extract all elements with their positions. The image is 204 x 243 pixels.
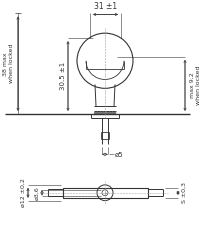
Text: ø3,6: ø3,6 bbox=[35, 186, 40, 200]
Text: 31 ±1: 31 ±1 bbox=[94, 1, 117, 10]
Bar bbox=[62, 188, 147, 198]
Text: 30.5 ±1: 30.5 ±1 bbox=[60, 62, 66, 90]
Text: S ±0,3: S ±0,3 bbox=[182, 182, 187, 203]
Text: ø5: ø5 bbox=[115, 151, 124, 157]
Text: 38 max
when locked: 38 max when locked bbox=[3, 44, 14, 83]
Text: max 9,2
when locked: max 9,2 when locked bbox=[190, 66, 201, 105]
Text: ø12 ±0,2: ø12 ±0,2 bbox=[21, 178, 26, 207]
